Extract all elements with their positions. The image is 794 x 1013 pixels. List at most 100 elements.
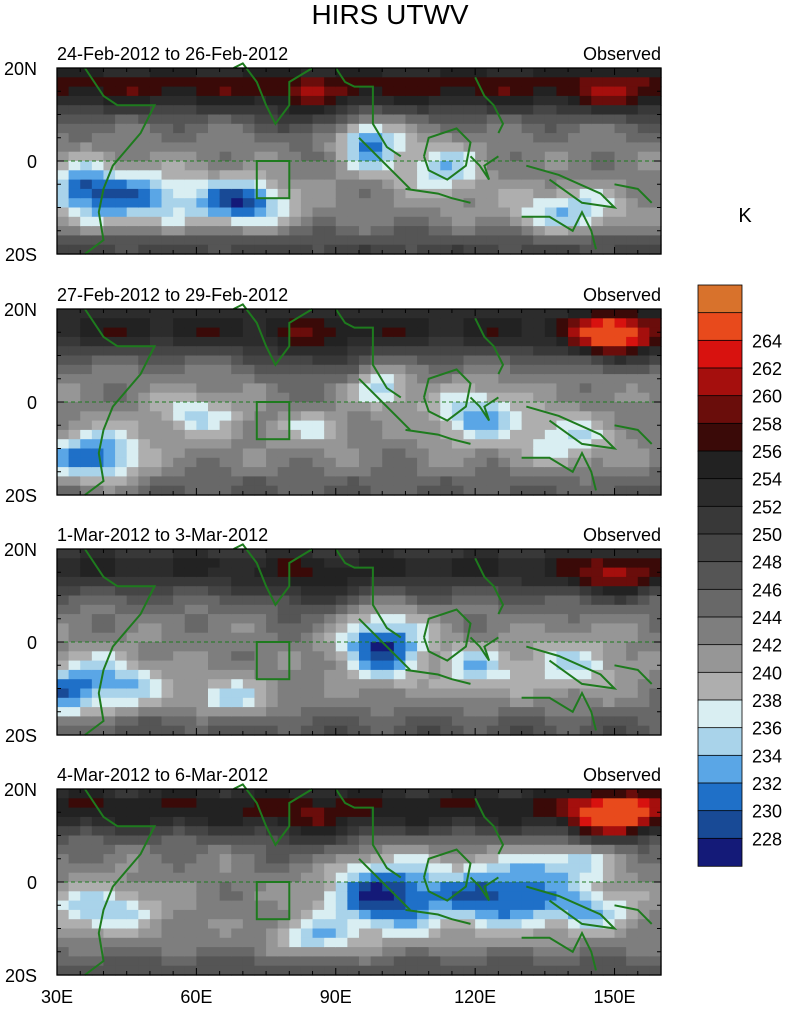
contour-cell [614, 586, 627, 597]
contour-cell [510, 105, 523, 116]
contour-cell [184, 364, 197, 375]
contour-cell [312, 105, 325, 116]
contour-cell [486, 891, 499, 902]
contour-cell [475, 402, 488, 412]
contour-cell [591, 86, 604, 97]
contour-cell [266, 207, 279, 218]
contour-cell [57, 114, 70, 125]
contour-cell [579, 863, 592, 874]
contour-cell [266, 244, 279, 255]
contour-cell [138, 882, 151, 892]
colorbar-label: 238 [752, 691, 782, 711]
contour-cell [80, 207, 93, 218]
contour-cell [347, 937, 360, 948]
contour-cell [300, 642, 314, 652]
contour-cell [335, 909, 348, 920]
contour-cell [556, 374, 569, 384]
contour-cell [544, 95, 558, 106]
contour-cell [614, 374, 627, 384]
contour-cell [568, 151, 581, 162]
contour-cell [556, 909, 569, 920]
contour-cell [533, 309, 546, 319]
contour-cell [370, 798, 383, 809]
contour-cell [626, 604, 639, 615]
contour-cell [405, 355, 418, 366]
contour-cell [219, 576, 232, 587]
contour-cell [103, 789, 116, 799]
contour-cell [533, 835, 546, 846]
contour-cell [382, 549, 395, 559]
contour-cell [242, 826, 256, 837]
contour-cell [556, 891, 569, 902]
panel-subtitle-left: 1-Mar-2012 to 3-Mar-2012 [57, 525, 268, 545]
contour-cell [266, 576, 279, 587]
contour-cell [393, 863, 407, 874]
contour-cell [138, 105, 151, 116]
contour-cell [347, 123, 360, 134]
contour-cell [637, 383, 650, 394]
contour-cell [475, 595, 488, 606]
contour-cell [579, 170, 592, 181]
contour-cell [649, 789, 662, 799]
contour-cell [80, 549, 93, 559]
contour-cell [68, 669, 81, 680]
contour-cell [196, 651, 209, 662]
contour-cell [161, 669, 174, 680]
contour-cell [184, 327, 197, 338]
contour-cell [324, 679, 337, 690]
contour-cell [579, 872, 592, 883]
contour-cell [300, 77, 314, 88]
contour-cell [173, 114, 186, 125]
contour-cell [591, 956, 604, 967]
contour-cell [533, 476, 546, 487]
contour-cell [475, 216, 488, 227]
contour-cell [393, 457, 407, 468]
contour-cell [149, 789, 163, 799]
contour-cell [649, 595, 662, 606]
contour-cell [300, 816, 314, 827]
contour-cell [591, 928, 604, 939]
contour-cell [544, 68, 558, 78]
contour-cell [68, 485, 81, 496]
contour-cell [149, 679, 163, 690]
contour-cell [649, 725, 662, 736]
contour-cell [486, 835, 499, 846]
contour-cell [370, 669, 383, 680]
contour-cell [382, 679, 395, 690]
contour-cell [277, 476, 290, 487]
contour-cell [300, 188, 314, 199]
contour-cell [568, 872, 581, 883]
contour-cell [451, 826, 465, 837]
contour-cell [359, 872, 372, 883]
contour-cell [626, 188, 639, 199]
contour-cell [126, 95, 139, 106]
contour-cell [231, 402, 244, 412]
contour-cell [126, 623, 139, 634]
contour-cell [196, 105, 209, 116]
contour-cell [602, 549, 616, 559]
contour-cell [161, 374, 174, 384]
contour-cell [370, 235, 383, 246]
contour-cell [428, 318, 441, 329]
contour-cell [208, 420, 221, 431]
contour-cell [173, 309, 186, 319]
contour-cell [614, 807, 627, 818]
contour-cell [231, 476, 244, 487]
contour-cell [544, 374, 558, 384]
contour-cell [335, 697, 348, 708]
contour-cell [417, 688, 430, 699]
contour-cell [254, 956, 267, 967]
contour-cell [370, 114, 383, 125]
contour-cell [649, 123, 662, 134]
contour-cell [359, 632, 372, 643]
contour-cell [405, 928, 418, 939]
colorbar-swatch [697, 284, 743, 314]
contour-cell [184, 669, 197, 680]
contour-cell [126, 346, 139, 357]
contour-cell [405, 346, 418, 357]
contour-cell [428, 688, 441, 699]
contour-cell [405, 604, 418, 615]
contour-cell [115, 77, 128, 88]
contour-cell [312, 632, 325, 643]
contour-cell [242, 467, 256, 477]
